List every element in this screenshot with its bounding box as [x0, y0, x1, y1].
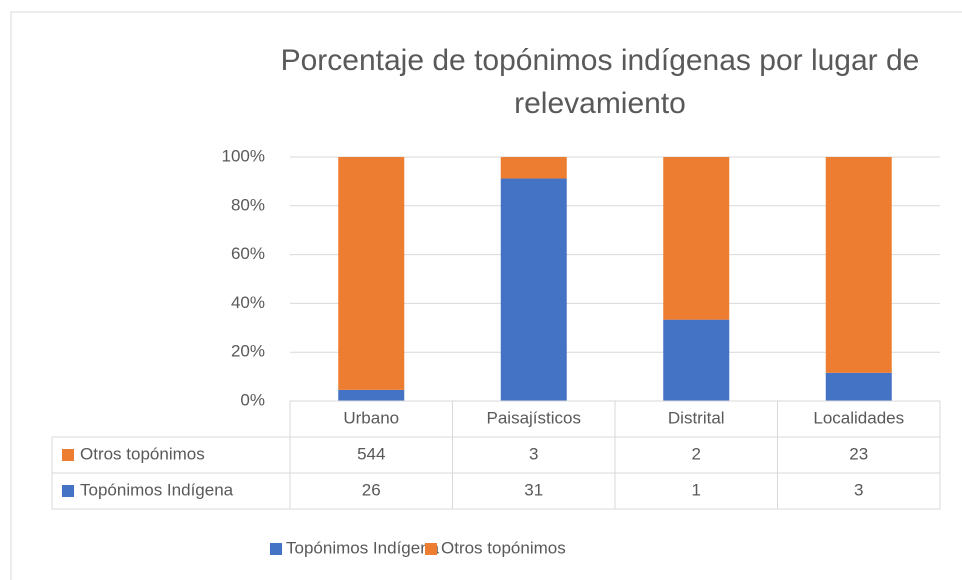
y-tick-label: 100% [222, 146, 265, 165]
legend-key [270, 543, 282, 555]
table-value: 3 [529, 444, 538, 463]
table-value: 26 [362, 480, 381, 499]
legend-label: Otros topónimos [441, 538, 566, 557]
table-value: 3 [854, 480, 863, 499]
table-row-label: Topónimos Indígena [80, 480, 234, 499]
y-tick-label: 40% [231, 293, 265, 312]
table-row-label: Otros topónimos [80, 444, 205, 463]
legend-key [425, 543, 437, 555]
x-tick-label: Distrital [668, 408, 725, 427]
x-tick-label: Paisajísticos [487, 408, 581, 427]
bar-segment [500, 157, 567, 179]
table-value: 23 [849, 444, 868, 463]
bar-segment [500, 178, 567, 401]
y-tick-label: 80% [231, 195, 265, 214]
bar-segment [338, 389, 405, 401]
table-value: 31 [524, 480, 543, 499]
y-tick-label: 0% [240, 390, 265, 409]
table-value: 544 [357, 444, 385, 463]
table-legend-key [62, 485, 74, 497]
table-value: 1 [692, 480, 701, 499]
bar-segment [663, 157, 730, 320]
x-tick-label: Urbano [343, 408, 399, 427]
chart-frame [10, 11, 962, 580]
table-value: 2 [692, 444, 701, 463]
x-tick-label: Localidades [813, 408, 904, 427]
bar-segment [825, 157, 892, 373]
y-tick-label: 60% [231, 244, 265, 263]
table-legend-key [62, 449, 74, 461]
y-tick-label: 20% [231, 342, 265, 361]
bar-segment [338, 157, 405, 390]
bar-segment [825, 372, 892, 401]
bar-segment [663, 319, 730, 401]
legend-label: Topónimos Indígena [286, 538, 440, 557]
chart-title: Porcentaje de topónimos indígenas por lu… [281, 44, 920, 120]
